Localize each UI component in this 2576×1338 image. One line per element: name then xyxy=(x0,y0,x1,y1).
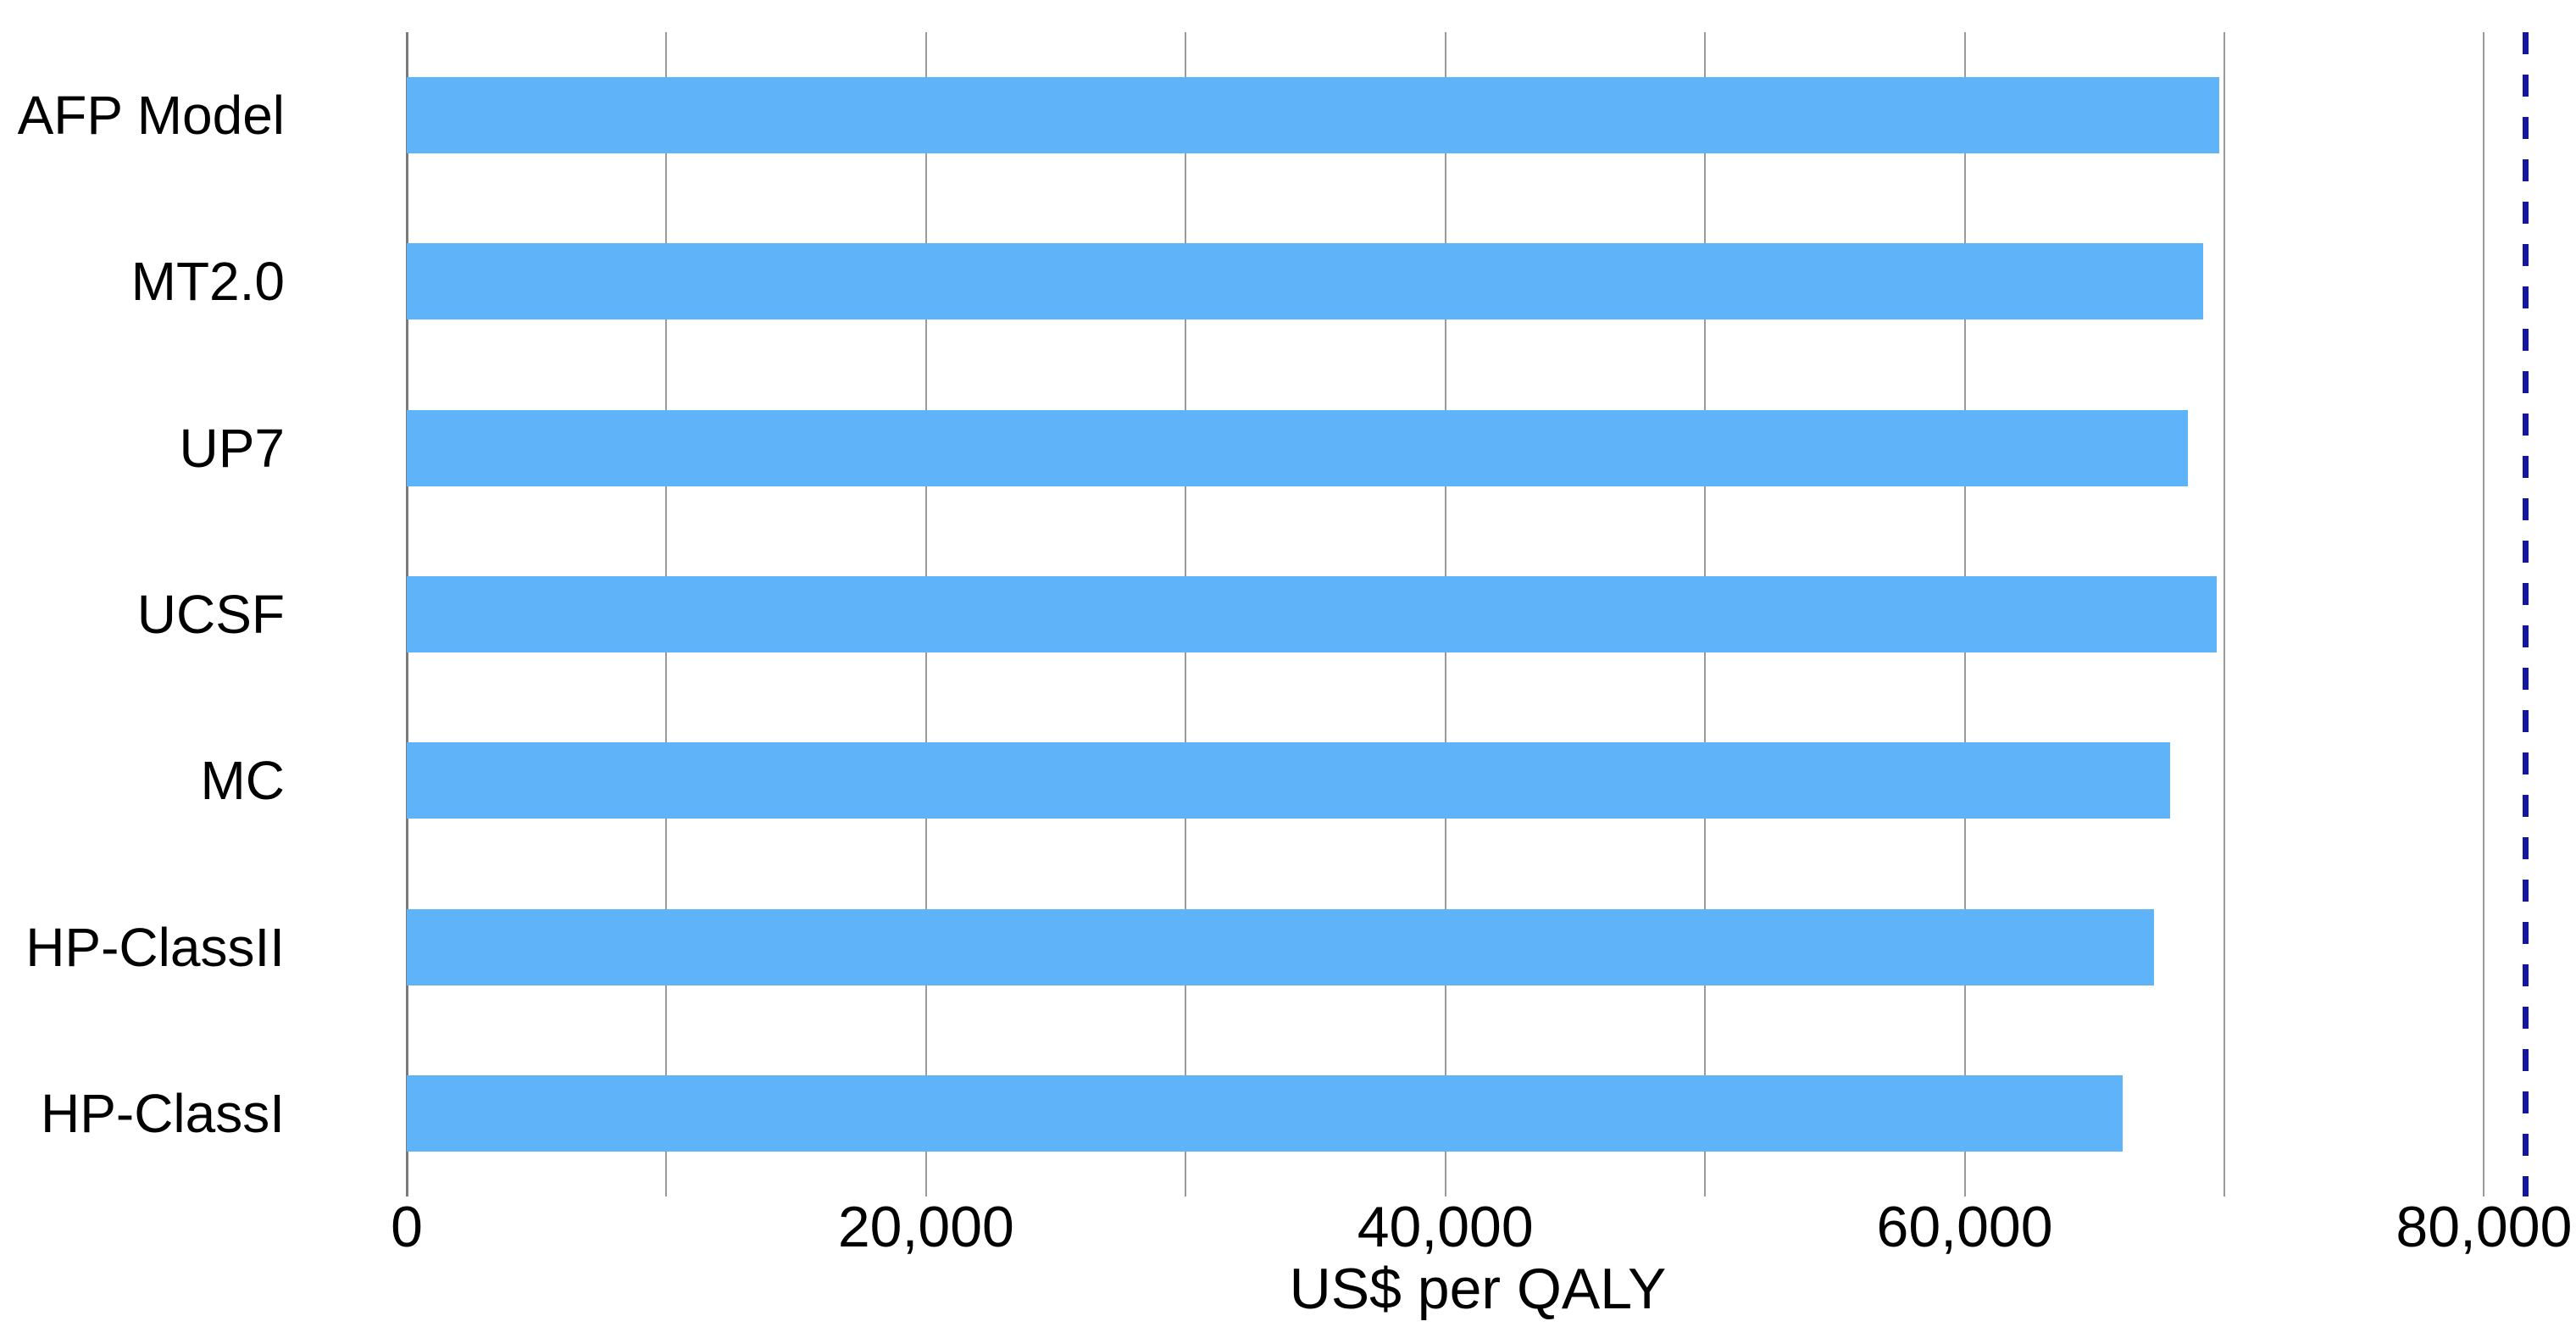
bar-afp-model xyxy=(407,77,2219,154)
gridline-70000 xyxy=(2223,32,2225,1196)
y-axis-label-ucsf: UCSF xyxy=(136,584,285,645)
y-axis-label-mt2-0: MT2.0 xyxy=(130,251,285,313)
y-axis-label-hp-classii: HP-ClassII xyxy=(25,916,285,978)
x-axis-tick-label-0: 0 xyxy=(391,1195,423,1259)
x-axis-tick-label-20000: 20,000 xyxy=(837,1195,1014,1259)
x-axis-tick-label-40000: 40,000 xyxy=(1357,1195,1534,1259)
bar-ucsf xyxy=(407,576,2217,652)
gridline-80000 xyxy=(2483,32,2485,1196)
y-axis-label-up7: UP7 xyxy=(179,417,286,479)
y-axis-label-mc: MC xyxy=(200,750,285,812)
y-axis-label-afp-model: AFP Model xyxy=(17,85,285,147)
bar-hp-classii xyxy=(407,908,2155,985)
bar-hp-classi xyxy=(407,1074,2124,1152)
bar-mt2-0 xyxy=(407,243,2204,320)
bar-up7 xyxy=(407,409,2189,486)
plot-area xyxy=(405,32,2549,1196)
bar-mc xyxy=(407,742,2170,819)
x-axis-title: US$ per QALY xyxy=(1289,1257,1667,1321)
threshold-dashed-line xyxy=(2522,32,2529,1196)
y-axis-label-hp-classi: HP-ClassI xyxy=(40,1082,285,1144)
x-axis-tick-label-60000: 60,000 xyxy=(1876,1195,2053,1259)
x-axis-tick-label-80000: 80,000 xyxy=(2396,1195,2573,1259)
